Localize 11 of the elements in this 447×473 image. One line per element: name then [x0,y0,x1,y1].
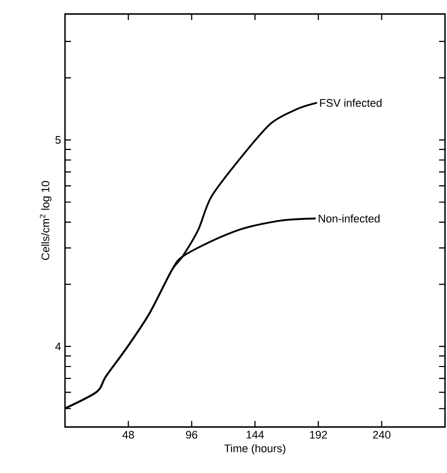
series-label: Non-infected [318,214,380,222]
x-tick-label: 96 [186,430,198,439]
y-tick-label: 4 [55,342,61,350]
x-tick-label: 240 [373,430,390,439]
x-tick-label: 48 [122,430,134,439]
x-tick-label: 144 [246,430,264,438]
x-axis-title: Time (hours) [224,444,286,454]
y-axis-title: Cells/cm$^{2}$ log 10 [40,180,52,260]
x-tick-label: 192 [310,430,327,439]
series-label: FSV infected [320,98,382,107]
y-tick-label: 5 [55,136,61,144]
